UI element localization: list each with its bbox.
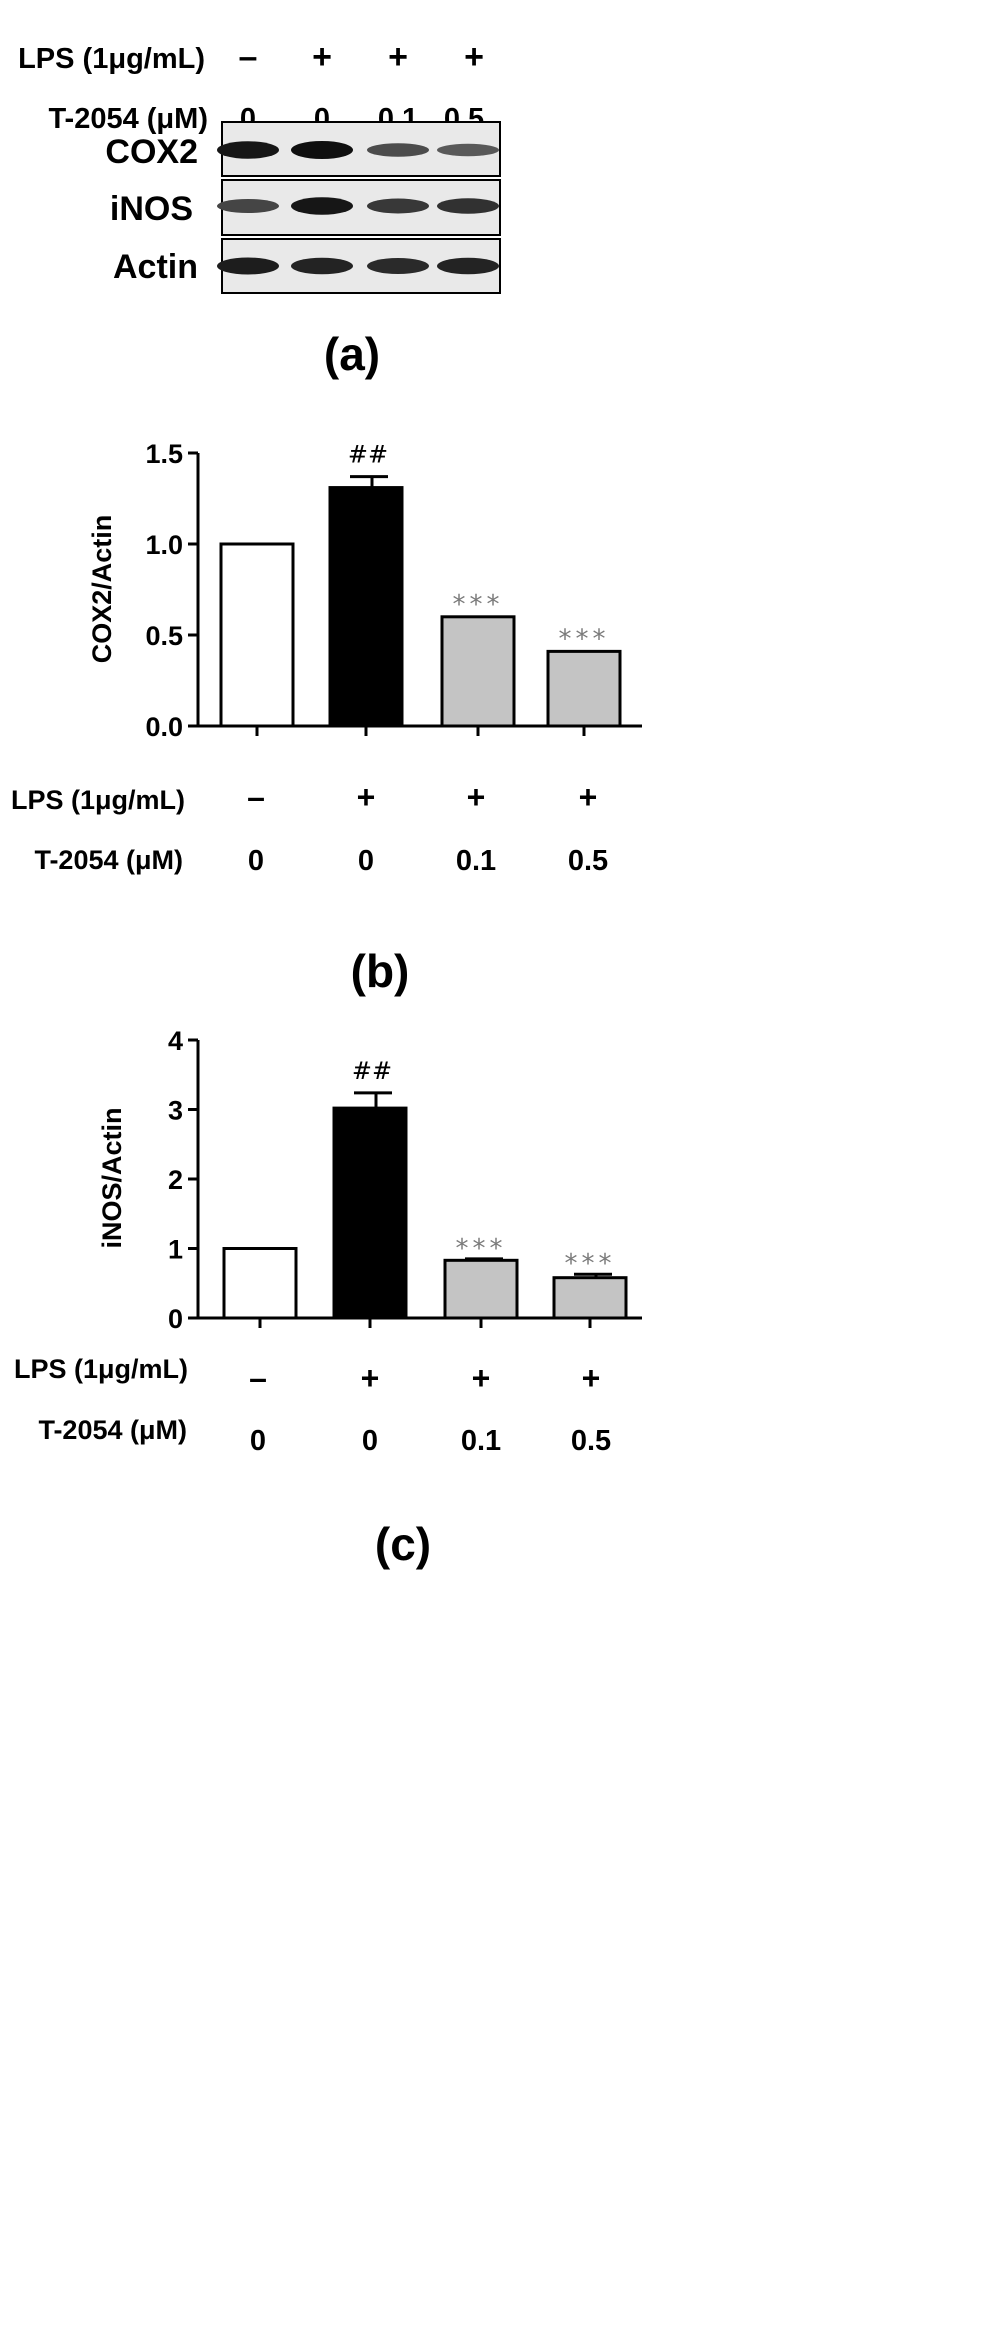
chart-b-t2054-value: 0	[358, 845, 374, 877]
blot-band-inos	[367, 198, 429, 214]
chart-c-ytick-label: 3	[168, 1096, 183, 1126]
chart-c-bar	[222, 1247, 298, 1320]
blot-panel: LPS (1μg/mL) – + + + T-2054 (μM) 0 0 0.1…	[18, 38, 501, 380]
chart-c-ytick-label: 4	[168, 1026, 183, 1056]
chart-c-t2054-value: 0	[362, 1425, 378, 1457]
chart-b: 0.0 0.5 1.0 1.5 ## *** *** COX2/Actin LPS (1μ…	[11, 439, 642, 997]
chart-b-bar	[328, 486, 404, 728]
chart-c-ytick-label: 1	[168, 1235, 183, 1265]
chart-c-t2054-value: 0.1	[461, 1425, 501, 1457]
blot-protein-label: COX2	[105, 133, 198, 171]
chart-c-ytick-label: 0	[168, 1304, 183, 1334]
chart-c-bar	[552, 1276, 628, 1320]
chart-c-lps-row: – + + +	[249, 1360, 600, 1396]
chart-b-t2054-value: 0.5	[568, 845, 608, 877]
chart-b-lps-row: – + + +	[247, 779, 597, 815]
chart-b-annotation: ##	[348, 441, 388, 469]
chart-c-t2054-row: 0 0 0.1 0.5	[250, 1425, 611, 1457]
chart-c-lps-value: +	[582, 1360, 601, 1396]
chart-b-ytick-label: 1.5	[145, 439, 183, 469]
chart-c-xticks	[258, 1318, 592, 1328]
chart-c-annotation: ##	[352, 1057, 392, 1085]
blot-lps-value: +	[464, 38, 484, 76]
chart-b-ytick-label: 0.0	[145, 712, 183, 742]
blot-band-inos	[217, 199, 279, 213]
chart-b-xticks	[255, 726, 586, 736]
blot-band-actin	[367, 258, 429, 274]
chart-b-annotation: ***	[453, 590, 504, 620]
chart-b-bar	[440, 615, 516, 728]
chart-b-annotations: ## *** ***	[348, 441, 610, 655]
chart-c-ylabel: iNOS/Actin	[97, 1107, 127, 1248]
chart-b-t2054-value: 0.1	[456, 845, 496, 877]
chart-c-bars	[222, 1106, 628, 1320]
chart-c-lps-value: +	[361, 1360, 380, 1396]
panel-label-c: (c)	[375, 1518, 431, 1570]
chart-c-lps-value: –	[249, 1360, 267, 1396]
panel-label-a: (a)	[324, 328, 380, 380]
blot-band-inos	[437, 198, 499, 214]
blot-strips	[217, 121, 501, 294]
chart-b-t2054-row: 0 0 0.1 0.5	[248, 845, 608, 877]
blot-band-cox2	[217, 141, 279, 159]
chart-b-errors	[350, 475, 388, 488]
blot-band-actin	[437, 257, 499, 275]
chart-b-t2054-value: 0	[248, 845, 264, 877]
chart-c: 0 1 2 3 4 ## *** *** iNOS/Actin LPS (1μg/mL) –…	[14, 1026, 642, 1570]
chart-c-lps-value: +	[472, 1360, 491, 1396]
chart-b-lps-value: –	[247, 779, 265, 815]
blot-lps-label: LPS (1μg/mL)	[18, 43, 205, 75]
blot-band-actin	[291, 257, 353, 275]
chart-b-ylabel: COX2/Actin	[87, 515, 117, 664]
chart-c-yticks: 0 1 2 3 4	[168, 1026, 198, 1334]
chart-c-lps-label: LPS (1μg/mL)	[14, 1354, 188, 1384]
chart-c-annotation: ***	[456, 1234, 507, 1264]
blot-lps-value: +	[388, 38, 408, 76]
blot-t2054-label: T-2054 (μM)	[48, 103, 208, 135]
chart-b-ytick-label: 1.0	[145, 530, 183, 560]
chart-c-t2054-label: T-2054 (μM)	[38, 1415, 187, 1445]
chart-b-yticks: 0.0 0.5 1.0 1.5	[145, 439, 198, 742]
blot-band-cox2	[437, 143, 499, 157]
chart-b-lps-value: +	[467, 779, 486, 815]
blot-band-cox2	[367, 143, 429, 157]
chart-b-annotation: ***	[559, 625, 610, 655]
blot-protein-label: iNOS	[110, 190, 193, 228]
chart-c-ytick-label: 2	[168, 1165, 183, 1195]
panel-label-b: (b)	[351, 945, 410, 997]
chart-b-lps-label: LPS (1μg/mL)	[11, 785, 185, 815]
chart-b-bar	[546, 649, 622, 728]
chart-c-bar	[332, 1106, 408, 1320]
chart-c-t2054-value: 0	[250, 1425, 266, 1457]
blot-band-actin	[217, 257, 279, 275]
chart-b-lps-value: +	[579, 779, 598, 815]
blot-protein-label: Actin	[113, 248, 198, 286]
blot-band-inos	[291, 197, 353, 215]
blot-band-cox2	[291, 141, 353, 159]
blot-lps-value: –	[239, 38, 258, 76]
chart-c-bar	[443, 1258, 519, 1320]
chart-b-ytick-label: 0.5	[145, 621, 183, 651]
chart-c-t2054-value: 0.5	[571, 1425, 611, 1457]
chart-c-annotations: ## *** ***	[352, 1057, 616, 1279]
chart-b-lps-value: +	[357, 779, 376, 815]
chart-c-errors	[354, 1091, 612, 1278]
chart-b-bar	[219, 542, 295, 728]
blot-lps-value: +	[312, 38, 332, 76]
chart-b-bars	[219, 486, 622, 728]
chart-b-t2054-label: T-2054 (μM)	[34, 845, 183, 875]
chart-c-annotation: ***	[565, 1249, 616, 1279]
